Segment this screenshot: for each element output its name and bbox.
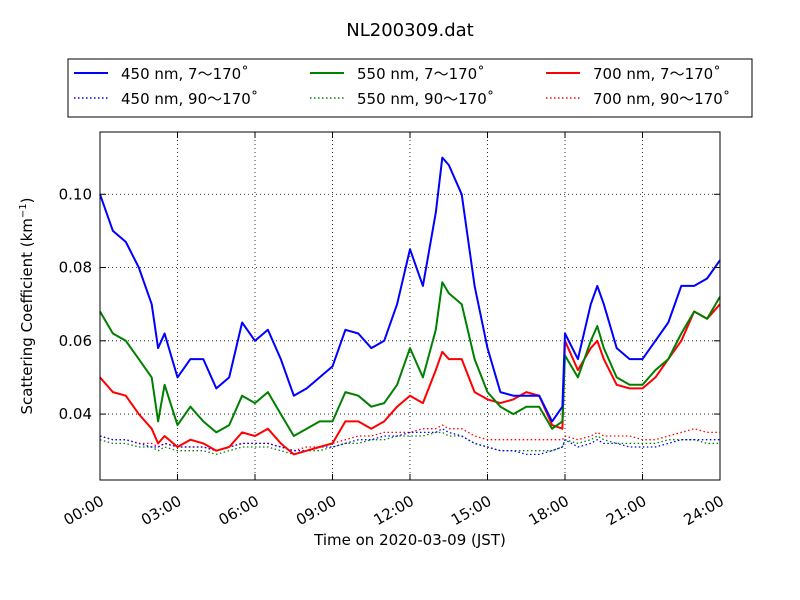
legend: 450 nm, 7～170˚ 550 nm, 7～170˚ 700 nm, 7～17… bbox=[67, 58, 753, 118]
y-axis-label-unit-exponent: −1 bbox=[18, 203, 29, 218]
plot-series bbox=[99, 156, 721, 456]
y-axis-label-main: Scattering Coefficient (km bbox=[18, 218, 36, 414]
x-tick-label: 03:00 bbox=[138, 492, 184, 529]
x-tick-label: 24:00 bbox=[681, 492, 727, 529]
x-tick-label: 00:00 bbox=[61, 492, 107, 529]
x-tick-label: 12:00 bbox=[371, 492, 417, 529]
y-axis-label: Scattering Coefficient (km−1) bbox=[18, 197, 36, 414]
series-line bbox=[99, 281, 721, 437]
x-tick-label: 18:00 bbox=[526, 492, 572, 529]
y-tick-label: 0.06 bbox=[59, 332, 92, 350]
x-tick-label: 06:00 bbox=[216, 492, 262, 529]
x-tick-label: 21:00 bbox=[603, 492, 649, 529]
y-tick-label: 0.08 bbox=[59, 259, 92, 277]
x-tick-label: 15:00 bbox=[448, 492, 494, 529]
legend-label: 550 nm, 7～170˚ bbox=[357, 65, 485, 83]
legend-label: 550 nm, 90～170˚ bbox=[357, 90, 494, 108]
legend-label: 700 nm, 7～170˚ bbox=[593, 65, 721, 83]
y-tick-label: 0.04 bbox=[59, 405, 92, 423]
y-axis-label-close: ) bbox=[18, 197, 36, 203]
legend-label: 450 nm, 7～170˚ bbox=[121, 65, 249, 83]
grid bbox=[100, 132, 720, 480]
series-line bbox=[99, 156, 721, 423]
legend-label: 700 nm, 90～170˚ bbox=[593, 90, 730, 108]
legend-label: 450 nm, 90～170˚ bbox=[121, 90, 258, 108]
series-line bbox=[99, 303, 721, 456]
x-tick-label: 09:00 bbox=[293, 492, 339, 529]
chart-title: NL200309.dat bbox=[346, 20, 473, 41]
y-tick-label: 0.10 bbox=[59, 185, 92, 203]
x-axis-label: Time on 2020-03-09 (JST) bbox=[313, 531, 506, 549]
series-line bbox=[99, 428, 720, 456]
legend-frame bbox=[67, 58, 753, 118]
axis-ticks: 00:00 03:00 06:00 09:00 12:00 15:00 18:00 21:00… bbox=[59, 132, 727, 529]
